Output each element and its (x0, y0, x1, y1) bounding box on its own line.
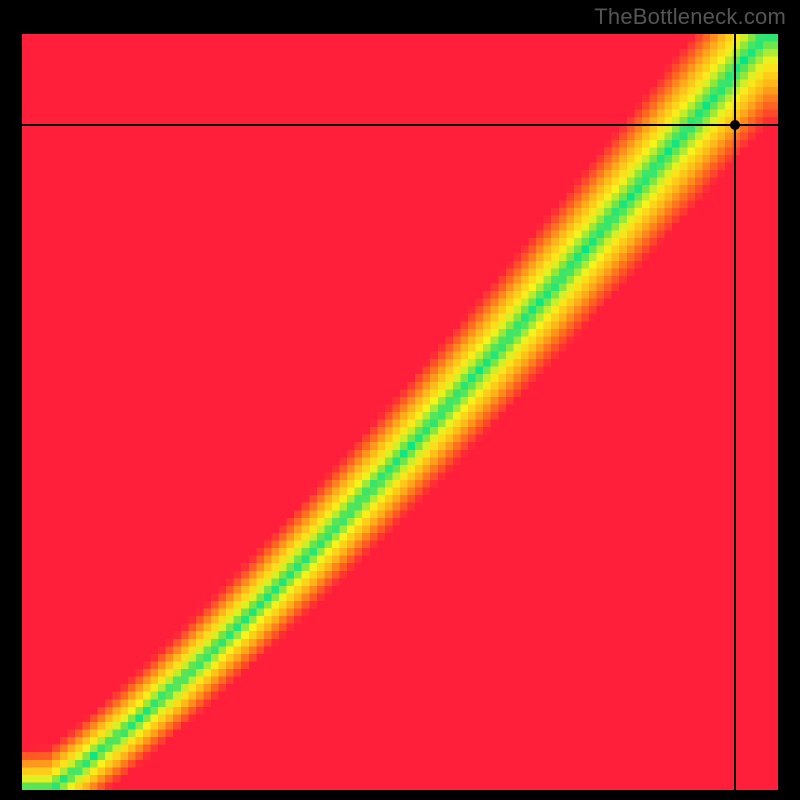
crosshair-vertical (734, 34, 736, 790)
chart-container: TheBottleneck.com (0, 0, 800, 800)
heatmap-plot (22, 34, 778, 790)
crosshair-marker (730, 120, 740, 130)
crosshair-horizontal (22, 124, 778, 126)
watermark-text: TheBottleneck.com (594, 4, 786, 30)
heatmap-canvas (22, 34, 778, 790)
